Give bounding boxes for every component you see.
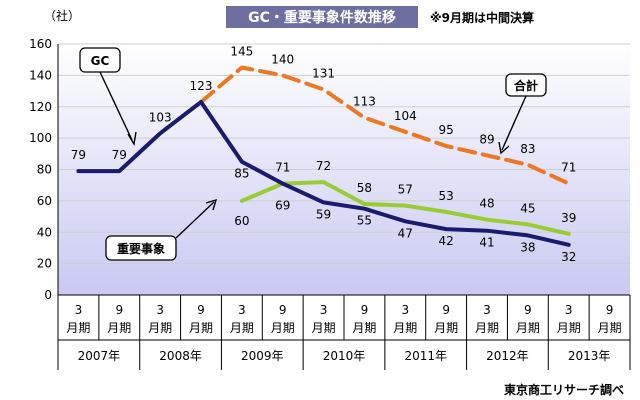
data-label: 45 xyxy=(520,201,535,215)
x-year-label: 2012年 xyxy=(486,349,529,363)
callout-total-arrowhead xyxy=(498,141,510,155)
data-label: 104 xyxy=(394,109,417,123)
data-label: 69 xyxy=(275,199,290,213)
x-tick-period: 9 xyxy=(115,303,123,317)
data-label: 79 xyxy=(71,148,86,162)
series-layer xyxy=(76,65,571,247)
data-label: 85 xyxy=(234,167,249,181)
callout-incident-text: 重要事象 xyxy=(117,241,165,256)
x-year-label: 2011年 xyxy=(404,349,447,363)
x-tick-suffix: 月期 xyxy=(557,321,581,335)
chart-subtitle: ※9月期は中間決算 xyxy=(430,10,534,25)
x-tick-suffix: 月期 xyxy=(352,321,376,335)
series-line-2 xyxy=(199,65,571,186)
y-axis: 0 20 40 60 80 100 120 140 160 xyxy=(29,37,59,302)
x-tick-suffix: 月期 xyxy=(312,321,336,335)
data-label: 42 xyxy=(439,234,454,248)
y-tick-label: 80 xyxy=(37,163,52,177)
data-label: 53 xyxy=(439,189,454,203)
y-tick-label: 40 xyxy=(37,225,52,239)
data-label: 123 xyxy=(190,79,213,93)
x-year-label: 2009年 xyxy=(241,349,284,363)
callout-incident-arrow xyxy=(175,201,215,239)
y-tick-label: 160 xyxy=(29,37,52,51)
data-label: 71 xyxy=(561,161,576,175)
x-tick-period: 3 xyxy=(320,303,328,317)
data-label: 59 xyxy=(316,207,331,221)
y-tick-label: 60 xyxy=(37,194,52,208)
series-line-1 xyxy=(239,180,571,236)
data-label: 57 xyxy=(398,183,413,197)
data-label: 89 xyxy=(479,132,494,146)
chart-title: GC・重要事象件数推移 xyxy=(248,9,396,26)
callout-total-text: 合計 xyxy=(514,78,538,93)
x-tick-suffix: 月期 xyxy=(148,321,172,335)
x-tick-period: 9 xyxy=(442,303,450,317)
x-tick-period: 3 xyxy=(483,303,491,317)
data-label: 72 xyxy=(316,159,331,173)
data-label: 131 xyxy=(312,66,335,80)
x-tick-suffix: 月期 xyxy=(230,321,254,335)
x-tick-suffix: 月期 xyxy=(107,321,131,335)
data-label: 145 xyxy=(230,45,253,59)
data-label: 95 xyxy=(439,123,454,137)
x-tick-period: 9 xyxy=(279,303,287,317)
y-tick-label: 100 xyxy=(29,131,52,145)
data-label: 38 xyxy=(520,240,535,254)
x-year-label: 2007年 xyxy=(78,349,121,363)
data-label: 140 xyxy=(271,52,294,66)
x-year-label: 2010年 xyxy=(323,349,366,363)
data-label: 79 xyxy=(112,148,127,162)
y-unit-label: （社） xyxy=(44,8,80,23)
x-tick-period: 3 xyxy=(156,303,164,317)
x-tick-suffix: 月期 xyxy=(434,321,458,335)
data-label: 113 xyxy=(353,95,376,109)
data-label: 83 xyxy=(520,142,535,156)
y-tick-label: 0 xyxy=(44,288,52,302)
x-axis: 3 月期 9 月期 3 月期 9 月期 3 月期 9 月期 3 月期 9 月期 3 月期 9 月期 3 月期 9 月期 3 月期 9… xyxy=(57,294,631,370)
data-label: 103 xyxy=(149,110,172,124)
data-label: 39 xyxy=(561,211,576,225)
x-tick-suffix: 月期 xyxy=(189,321,213,335)
title-box xyxy=(226,6,418,28)
x-tick-suffix: 月期 xyxy=(598,321,622,335)
x-tick-period: 9 xyxy=(361,303,369,317)
x-tick-period: 9 xyxy=(524,303,532,317)
x-tick-suffix: 月期 xyxy=(516,321,540,335)
y-tick-label: 140 xyxy=(29,68,52,82)
x-tick-period: 3 xyxy=(238,303,246,317)
x-tick-period: 9 xyxy=(197,303,205,317)
x-tick-period: 9 xyxy=(606,303,614,317)
source-note: 東京商工リサーチ調べ xyxy=(504,382,624,397)
x-year-label: 2013年 xyxy=(568,349,611,363)
data-label: 58 xyxy=(357,181,372,195)
data-label: 60 xyxy=(234,214,249,228)
callout-gc-arrowhead xyxy=(127,131,137,146)
data-label: 32 xyxy=(561,250,576,264)
x-tick-suffix: 月期 xyxy=(66,321,90,335)
x-tick-suffix: 月期 xyxy=(271,321,295,335)
callout-total-arrow xyxy=(501,95,527,151)
y-tick-label: 120 xyxy=(29,100,52,114)
data-label: 55 xyxy=(357,214,372,228)
callout-incident-arrowhead xyxy=(205,198,218,211)
x-tick-period: 3 xyxy=(401,303,409,317)
data-labels: 79 79 103 123 85 69 59 55 47 42 41 38 32 60 71 72 58 57 53… xyxy=(71,45,577,264)
data-label: 41 xyxy=(479,236,494,250)
x-tick-period: 3 xyxy=(565,303,573,317)
y-tick-label: 20 xyxy=(37,257,52,271)
data-label: 47 xyxy=(398,226,413,240)
callout-incident-box xyxy=(105,235,177,261)
callout-gc-arrow xyxy=(99,71,133,141)
data-label: 71 xyxy=(275,161,290,175)
x-tick-suffix: 月期 xyxy=(393,321,417,335)
x-tick-suffix: 月期 xyxy=(475,321,499,335)
x-year-label: 2008年 xyxy=(159,349,202,363)
data-label: 48 xyxy=(479,197,494,211)
callout-gc-text: GC xyxy=(91,54,110,68)
x-tick-period: 3 xyxy=(75,303,83,317)
series-line-0 xyxy=(76,100,571,247)
